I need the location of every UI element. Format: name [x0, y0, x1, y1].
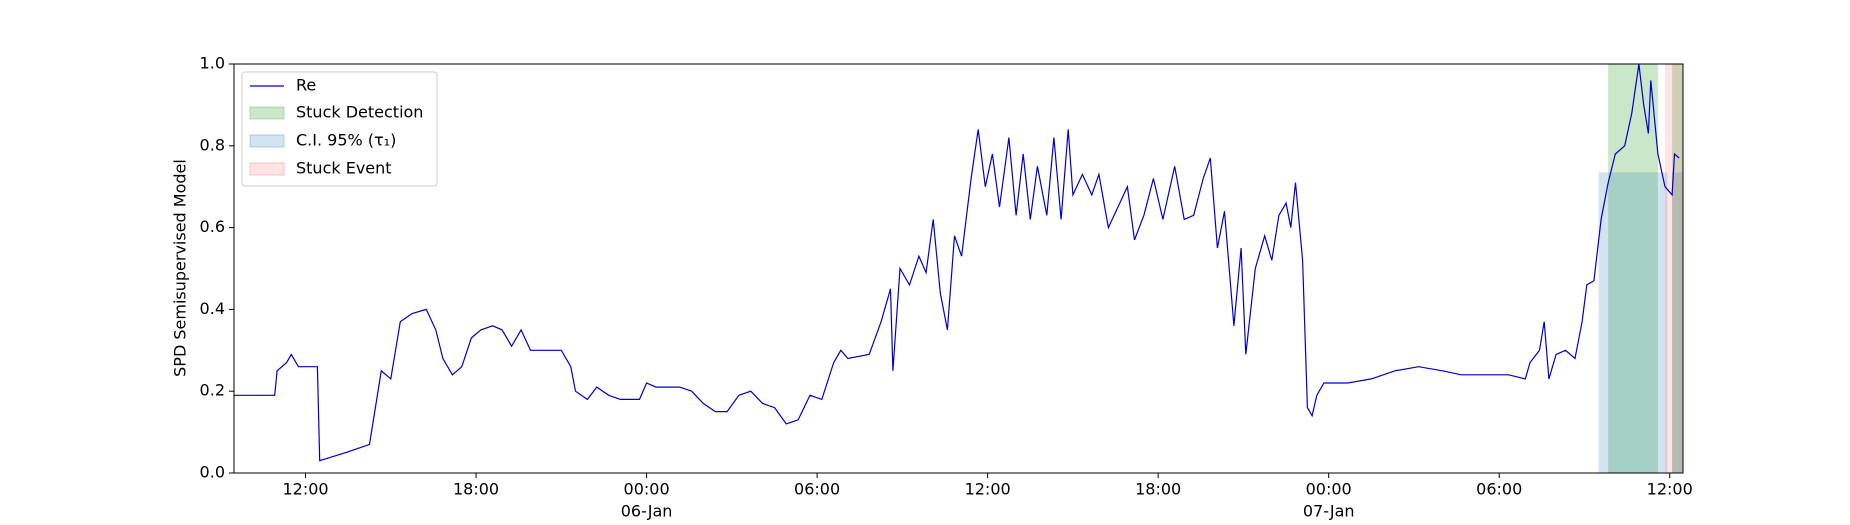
y-tick-label: 0.2: [200, 381, 225, 400]
x-tick-label: 12:00: [282, 480, 328, 499]
x-tick-label: 12:00: [965, 480, 1011, 499]
x-tick-label: 1900: [626, 524, 667, 525]
x-tick-label: 00:00: [624, 480, 670, 499]
legend-label: Stuck Event: [296, 159, 392, 178]
x-tick-label: 12:00: [1647, 480, 1693, 499]
span: [1608, 64, 1658, 473]
y-tick-label: 0.4: [200, 299, 225, 318]
line: [234, 64, 1680, 462]
x-tick-label: 18:00: [453, 480, 499, 499]
y-tick-label: 1.0: [200, 54, 225, 73]
legend-swatch: [249, 162, 285, 176]
legend-label: Stuck Detection: [296, 103, 423, 122]
x-tick-label: 06:00: [1476, 480, 1522, 499]
legend-label: Re: [296, 76, 316, 95]
y-tick-label: 0.8: [200, 135, 225, 154]
span: [1672, 64, 1683, 473]
x-tick-label: 06-Jan: [621, 502, 673, 521]
x-tick-label: 00:00: [1306, 480, 1352, 499]
legend-swatch: [249, 106, 285, 120]
x-tick-label: 06:00: [794, 480, 840, 499]
legend: Re Stuck Detection C.I. 95% (τ₁) Stuck Even…: [241, 71, 438, 187]
legend-frame: [241, 71, 438, 187]
span: [1598, 172, 1661, 473]
x-tick-label: 18:00: [1135, 480, 1181, 499]
y-tick-label: 0.6: [200, 217, 225, 236]
span: [1660, 172, 1668, 473]
y-tick-label: 0.0: [200, 463, 225, 482]
y-axis-label: SPD Semisupervised Model: [171, 159, 190, 377]
legend-label: C.I. 95% (τ₁): [296, 131, 396, 150]
plot-area: [234, 64, 1683, 473]
span: [1665, 64, 1683, 473]
span: [1672, 172, 1683, 473]
plot-frame: [233, 63, 1684, 474]
legend-swatch: [249, 134, 285, 148]
x-tick-label: 07-Jan: [1303, 502, 1355, 521]
